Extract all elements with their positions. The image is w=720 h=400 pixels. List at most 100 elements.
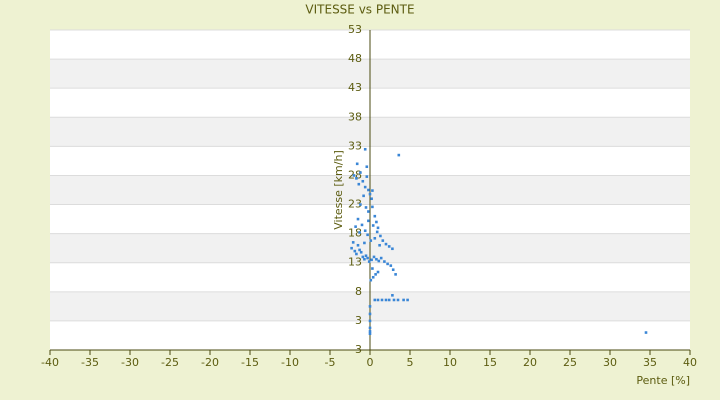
point bbox=[351, 241, 355, 244]
point bbox=[375, 257, 378, 261]
point bbox=[371, 189, 374, 192]
chart-title: VITESSE vs PENTE bbox=[305, 3, 414, 17]
point bbox=[369, 278, 373, 282]
x-tick-label: -10 bbox=[281, 356, 299, 369]
x-tick-label: 20 bbox=[523, 356, 537, 369]
point bbox=[365, 175, 369, 178]
x-tick-label: -40 bbox=[41, 356, 59, 369]
point bbox=[368, 330, 372, 333]
x-tick-label: 40 bbox=[683, 356, 697, 369]
point bbox=[391, 247, 394, 251]
x-tick-label: 5 bbox=[407, 356, 414, 369]
point bbox=[376, 226, 380, 230]
point bbox=[394, 273, 397, 276]
point bbox=[373, 214, 377, 218]
point bbox=[402, 298, 405, 302]
point bbox=[392, 298, 396, 302]
point bbox=[365, 165, 369, 169]
point bbox=[359, 171, 362, 174]
point bbox=[362, 194, 365, 198]
point bbox=[375, 230, 379, 234]
point bbox=[371, 224, 375, 227]
point bbox=[371, 267, 374, 270]
x-tick-label: 30 bbox=[603, 356, 617, 369]
point bbox=[396, 298, 400, 302]
x-tick-label: 0 bbox=[367, 356, 374, 369]
point bbox=[353, 249, 357, 253]
point bbox=[376, 298, 380, 302]
point bbox=[355, 162, 359, 166]
point bbox=[368, 305, 372, 308]
point bbox=[356, 217, 360, 221]
point bbox=[369, 239, 373, 242]
point bbox=[359, 203, 362, 206]
x-tick-label: -20 bbox=[201, 356, 219, 369]
point bbox=[367, 210, 370, 213]
point bbox=[370, 258, 373, 262]
point bbox=[358, 231, 361, 234]
y-tick-label: 13 bbox=[348, 256, 362, 269]
point bbox=[367, 188, 370, 192]
point bbox=[384, 242, 388, 246]
y-tick-label: 23 bbox=[348, 198, 362, 211]
point bbox=[364, 254, 368, 258]
point bbox=[354, 225, 357, 228]
point bbox=[367, 219, 370, 223]
point bbox=[384, 298, 388, 302]
point bbox=[368, 332, 372, 336]
point bbox=[356, 243, 360, 247]
y-tick-label: 33 bbox=[348, 139, 362, 152]
x-tick-label: -15 bbox=[241, 356, 259, 369]
point bbox=[368, 312, 372, 316]
point bbox=[363, 241, 366, 245]
point bbox=[375, 220, 378, 224]
point bbox=[359, 250, 363, 254]
point bbox=[366, 233, 369, 237]
y-axis-label: Vitesse [km/h] bbox=[332, 150, 345, 230]
x-tick-label: -35 bbox=[81, 356, 99, 369]
y-tick-label: 8 bbox=[355, 285, 362, 298]
x-axis-label: Pente [%] bbox=[636, 374, 690, 387]
point bbox=[355, 252, 358, 256]
point bbox=[380, 298, 384, 302]
point bbox=[377, 259, 381, 263]
y-tick-label: 38 bbox=[348, 110, 362, 123]
point bbox=[363, 147, 367, 151]
point bbox=[363, 257, 366, 261]
point bbox=[387, 245, 391, 248]
point bbox=[387, 298, 391, 302]
y-tick-label: 48 bbox=[348, 52, 362, 65]
point bbox=[371, 205, 374, 209]
point bbox=[383, 260, 386, 263]
y-tick-label: 43 bbox=[348, 81, 362, 94]
point bbox=[373, 236, 377, 240]
point bbox=[406, 298, 409, 302]
point bbox=[361, 255, 365, 259]
x-tick-label: -5 bbox=[325, 356, 336, 369]
point bbox=[376, 270, 380, 274]
point bbox=[644, 331, 648, 334]
y-tick-label: 18 bbox=[348, 227, 362, 240]
point bbox=[355, 177, 358, 180]
point bbox=[352, 174, 356, 177]
point bbox=[363, 229, 367, 233]
point bbox=[357, 182, 361, 186]
y-tick-label: 53 bbox=[348, 23, 362, 36]
point bbox=[389, 264, 393, 267]
point bbox=[391, 268, 395, 272]
point bbox=[386, 262, 389, 266]
point bbox=[363, 185, 367, 189]
point bbox=[368, 326, 372, 330]
point bbox=[371, 275, 375, 279]
point bbox=[370, 197, 373, 201]
point bbox=[364, 206, 368, 209]
point bbox=[350, 246, 353, 250]
point bbox=[361, 179, 365, 183]
point bbox=[367, 260, 371, 263]
point bbox=[358, 248, 361, 252]
x-tick-label: 25 bbox=[563, 356, 577, 369]
y-tick-label: 3 bbox=[355, 314, 362, 327]
point bbox=[397, 153, 401, 157]
x-tick-label: -30 bbox=[121, 356, 139, 369]
